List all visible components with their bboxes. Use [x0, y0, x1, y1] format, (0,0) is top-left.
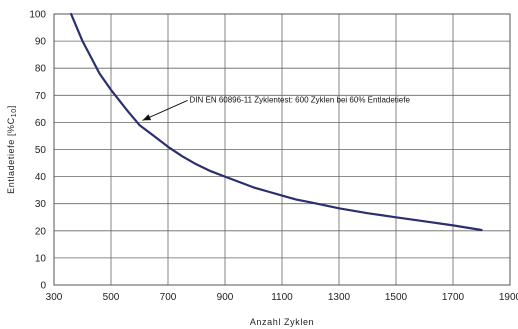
annotation: DIN EN 60896-11 Zyklentest: 600 Zyklen b…: [142, 95, 411, 121]
y-axis-ticks: 0 10 20 30 40 50 60 70 80 90 100: [29, 10, 46, 292]
x-axis-title: Anzahl Zyklen: [250, 317, 314, 327]
y-tick-label: 0: [40, 281, 46, 292]
y-tick-label: 80: [35, 64, 47, 75]
y-tick-label: 20: [35, 226, 47, 237]
x-tick-label: 1700: [442, 292, 465, 303]
x-tick-label: 900: [217, 292, 234, 303]
y-axis-title-subscript: 10: [11, 108, 18, 117]
annotation-text: DIN EN 60896-11 Zyklentest: 600 Zyklen b…: [190, 95, 411, 104]
series-line: [70, 12, 483, 232]
grid-lines: [53, 13, 511, 286]
annotation-leader-line: [142, 99, 188, 121]
y-tick-label: 50: [35, 145, 47, 156]
y-axis-title-main: Entladetiefe [%C: [6, 117, 16, 194]
x-tick-label: 1100: [271, 292, 293, 303]
plot-frame: [53, 13, 511, 286]
x-tick-label: 700: [160, 292, 177, 303]
x-tick-label: 500: [103, 292, 120, 303]
y-tick-label: 60: [35, 118, 47, 129]
y-tick-label: 70: [35, 91, 47, 102]
y-tick-label: 90: [35, 37, 47, 48]
y-tick-label: 40: [35, 172, 47, 183]
y-axis-title-end: ]: [6, 105, 16, 108]
x-tick-label: 1500: [385, 292, 408, 303]
x-tick-label: 1300: [328, 292, 351, 303]
y-tick-label: 100: [29, 10, 46, 21]
annotation-arrowhead: [142, 114, 152, 121]
y-axis-title: Entladetiefe [%C10]: [6, 105, 18, 194]
y-tick-label: 10: [35, 253, 47, 264]
y-tick-label: 30: [35, 199, 47, 210]
x-tick-label: 300: [46, 292, 63, 303]
